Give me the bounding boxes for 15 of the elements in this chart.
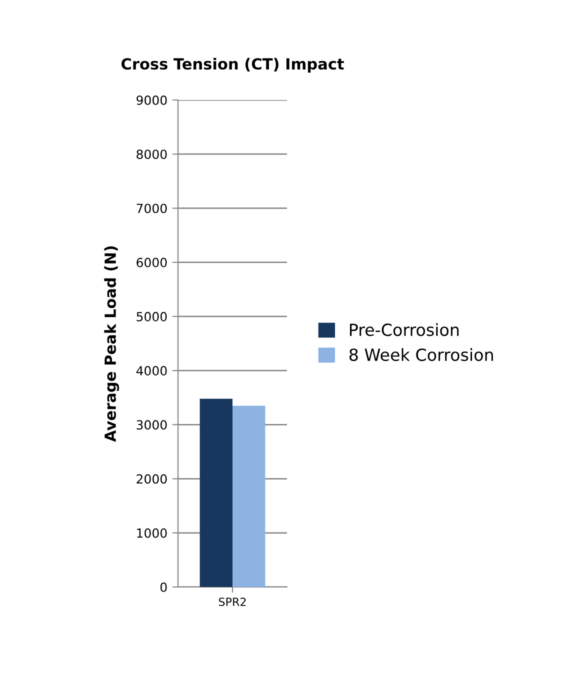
y-axis-title: Average Peak Load (N) [104,246,120,442]
y-tick-label: 3000 [136,420,167,430]
y-tick-label: 8000 [136,150,167,160]
y-tick-label: 1000 [137,528,167,538]
y-tick-label: 6000 [136,258,167,268]
y-tick-label: 0 [160,582,167,592]
legend-label: 8 Week Corrosion [349,348,493,362]
chart-title: Cross Tension (CT) Impact [121,58,344,73]
y-tick-label: 5000 [136,312,167,322]
legend-label: Pre-Corrosion [350,323,459,336]
y-tick-label: 2000 [136,474,167,484]
y-tick-label: 4000 [136,366,167,376]
y-tick-label: 7000 [136,204,167,214]
y-tick-label: 9000 [136,95,167,105]
x-tick-label: SPR2 [218,598,246,606]
